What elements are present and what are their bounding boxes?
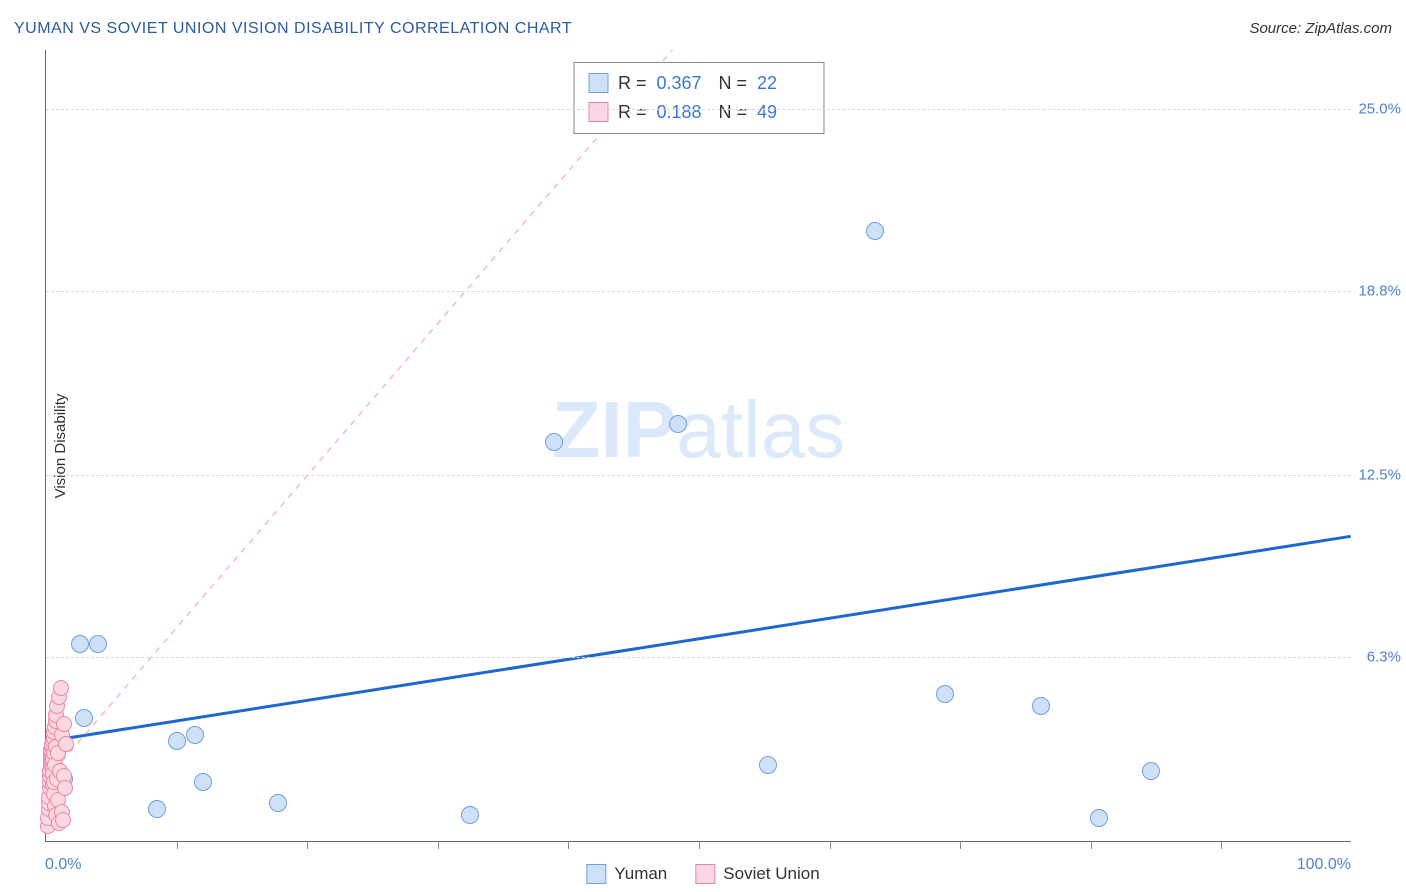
grid-line [46,657,1351,658]
stats-swatch [588,73,608,93]
stats-r-label: R = [618,98,647,127]
stats-r-value: 0.188 [657,98,709,127]
stats-row-soviet: R = 0.188 N = 49 [588,98,809,127]
data-point-yuman [269,794,287,812]
grid-line [46,109,1351,110]
stats-r-label: R = [618,69,647,98]
data-point-yuman [89,635,107,653]
data-point-soviet [57,780,73,796]
trend-lines-layer [46,50,1351,841]
y-grid-label: 12.5% [1358,467,1401,484]
data-point-soviet [53,680,69,696]
y-grid-label: 18.8% [1358,282,1401,299]
chart-title: YUMAN VS SOVIET UNION VISION DISABILITY … [14,20,572,38]
grid-line [46,291,1351,292]
grid-line [46,475,1351,476]
data-point-yuman [194,773,212,791]
x-tick [1221,841,1222,849]
data-point-yuman [866,222,884,240]
chart-container: YUMAN VS SOVIET UNION VISION DISABILITY … [0,0,1406,892]
y-grid-label: 25.0% [1358,100,1401,117]
data-point-yuman [545,433,563,451]
legend-label: Soviet Union [723,864,819,884]
x-tick [830,841,831,849]
x-axis-max-label: 100.0% [1297,856,1351,874]
legend-swatch [695,864,715,884]
data-point-soviet [56,716,72,732]
y-grid-label: 6.3% [1367,649,1401,666]
x-tick [1091,841,1092,849]
stats-row-yuman: R = 0.367 N = 22 [588,69,809,98]
trend-line-yuman [46,536,1350,741]
legend-item-yuman: Yuman [586,864,667,884]
x-tick [568,841,569,849]
legend: Yuman Soviet Union [586,864,819,884]
x-axis-min-label: 0.0% [45,856,81,874]
stats-n-value: 49 [757,98,809,127]
data-point-soviet [58,736,74,752]
x-tick [177,841,178,849]
data-point-yuman [936,685,954,703]
trend-line-soviet [46,50,672,779]
data-point-yuman [75,709,93,727]
data-point-yuman [669,415,687,433]
source-label: Source: ZipAtlas.com [1249,20,1392,37]
stats-n-label: N = [719,69,748,98]
x-tick [960,841,961,849]
stats-r-value: 0.367 [657,69,709,98]
data-point-yuman [168,732,186,750]
x-tick [307,841,308,849]
x-tick [438,841,439,849]
data-point-yuman [71,635,89,653]
data-point-soviet [55,812,71,828]
data-point-yuman [759,756,777,774]
legend-label: Yuman [614,864,667,884]
stats-swatch [588,102,608,122]
data-point-yuman [186,726,204,744]
data-point-yuman [1142,762,1160,780]
data-point-yuman [1090,809,1108,827]
plot-area: ZIPatlas R =0.367N =22R =0.188N =49 6.3%… [45,50,1351,842]
stats-box: R = 0.367 N = 22 R = 0.188 N = 49 [573,62,824,134]
data-point-yuman [148,800,166,818]
data-point-yuman [461,806,479,824]
legend-swatch [586,864,606,884]
stats-n-label: N = [719,98,748,127]
x-tick [699,841,700,849]
data-point-yuman [1032,697,1050,715]
legend-item-soviet: Soviet Union [695,864,819,884]
stats-n-value: 22 [757,69,809,98]
